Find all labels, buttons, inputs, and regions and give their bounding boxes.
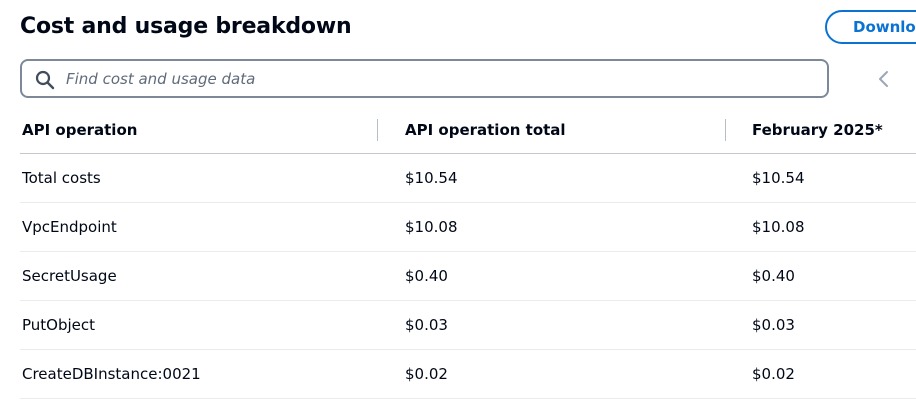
cell-api-operation: Total costs xyxy=(20,153,405,203)
cell-api-operation-total: $10.08 xyxy=(405,202,752,252)
cell-api-operation: CreateDBInstance:0021 xyxy=(20,349,405,399)
search-icon xyxy=(35,70,55,90)
search-input[interactable] xyxy=(66,61,806,96)
column-header-api-operation-total[interactable]: API operation total xyxy=(405,107,752,154)
table-row: CreateDBInstance:0021 $0.02 $0.02 xyxy=(20,349,916,399)
cell-api-operation-total: $0.40 xyxy=(405,251,752,301)
column-header-february-2025[interactable]: February 2025* xyxy=(752,107,916,154)
cell-api-operation-total: $10.54 xyxy=(405,153,752,203)
cell-february-2025: $0.03 xyxy=(752,300,916,350)
cell-february-2025: $0.40 xyxy=(752,251,916,301)
table-row: VpcEndpoint $10.08 $10.08 xyxy=(20,202,916,252)
cell-api-operation-total: $0.03 xyxy=(405,300,752,350)
chevron-left-icon[interactable] xyxy=(873,67,895,91)
search-box xyxy=(20,59,829,98)
table-row: PutObject $0.03 $0.03 xyxy=(20,300,916,350)
table-row: Total costs $10.54 $10.54 xyxy=(20,153,916,203)
cost-table: API operation API operation total Februa… xyxy=(20,107,916,399)
page-title: Cost and usage breakdown xyxy=(20,14,352,39)
cell-api-operation-total: $0.02 xyxy=(405,349,752,399)
cell-february-2025: $10.08 xyxy=(752,202,916,252)
column-header-api-operation[interactable]: API operation xyxy=(20,107,405,154)
cell-api-operation: PutObject xyxy=(20,300,405,350)
download-button[interactable]: Download CSV xyxy=(825,10,916,44)
cell-february-2025: $0.02 xyxy=(752,349,916,399)
table-row: SecretUsage $0.40 $0.40 xyxy=(20,251,916,301)
cell-february-2025: $10.54 xyxy=(752,153,916,203)
column-divider[interactable] xyxy=(377,119,378,141)
table-header-row: API operation API operation total Februa… xyxy=(20,107,916,154)
cell-api-operation: VpcEndpoint xyxy=(20,202,405,252)
cell-api-operation: SecretUsage xyxy=(20,251,405,301)
column-divider[interactable] xyxy=(725,119,726,141)
